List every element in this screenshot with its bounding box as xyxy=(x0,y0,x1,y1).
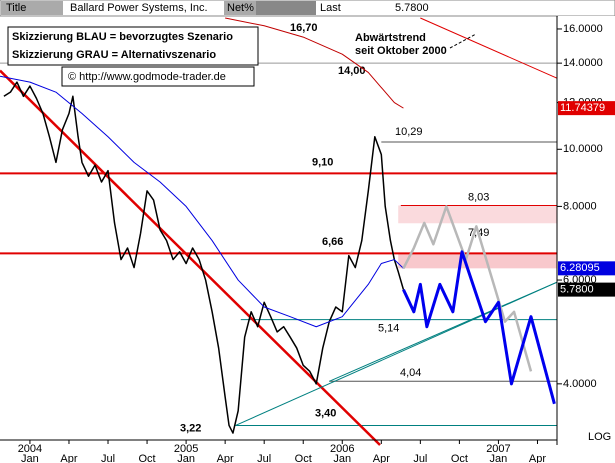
last-label: Last xyxy=(320,2,341,14)
y-tick-label: 10.0000 xyxy=(563,143,603,155)
x-tick-year: 2004 xyxy=(18,443,42,455)
price-tag-label: 11.74379 xyxy=(560,102,605,114)
level-label: 3,40 xyxy=(315,407,336,419)
x-tick-label: Oct xyxy=(295,453,312,463)
y-tick-label: 8.0000 xyxy=(563,200,597,212)
price-tag xyxy=(558,101,615,116)
y-tick-label: 16.0000 xyxy=(563,23,603,35)
x-tick-label: Jan xyxy=(333,453,351,463)
last-value: 5.7800 xyxy=(395,2,429,14)
y-tick-label: 4.0000 xyxy=(563,378,597,390)
trend-line xyxy=(235,281,558,426)
x-tick-label: Jul xyxy=(413,453,427,463)
axis-bg xyxy=(558,16,615,463)
level-label: 9,10 xyxy=(312,156,333,168)
x-tick-label: Apr xyxy=(217,453,234,463)
x-tick-label: Apr xyxy=(373,453,390,463)
cell xyxy=(1,1,63,15)
note: Skizzierung BLAU = bevorzugtes Szenario xyxy=(12,31,233,43)
price-tag xyxy=(558,261,615,276)
level-label: 3,22 xyxy=(180,422,201,434)
x-tick-label: Apr xyxy=(60,453,77,463)
x-tick-label: Apr xyxy=(529,453,546,463)
price-tag-label: 5.7800 xyxy=(560,284,594,296)
x-tick-year: 2006 xyxy=(330,443,354,455)
level-label: 14,00 xyxy=(338,65,366,77)
scenario-line xyxy=(402,205,533,372)
price-line xyxy=(225,17,404,109)
trend-line xyxy=(420,17,558,79)
trend-note: seit Oktober 2000 xyxy=(355,45,447,57)
note: © http://www.godmode-trader.de xyxy=(68,71,226,83)
zone xyxy=(398,205,557,224)
stock-name: Ballard Power Systems, Inc. xyxy=(70,2,208,14)
net-label: Net% xyxy=(227,2,254,14)
x-tick-label: Jan xyxy=(21,453,39,463)
scenario-line xyxy=(402,250,556,405)
price-line xyxy=(0,75,404,328)
price-line xyxy=(3,81,405,434)
x-tick-label: Oct xyxy=(451,453,468,463)
zone xyxy=(398,253,557,269)
y-tick-label: 14.0000 xyxy=(563,57,603,69)
level-label: 8,03 xyxy=(468,191,489,203)
trend-line xyxy=(329,281,558,382)
cell xyxy=(256,1,316,15)
level-label: 16,70 xyxy=(290,22,318,34)
note: Skizzierung GRAU = Alternativszenario xyxy=(12,49,216,61)
note-box xyxy=(7,26,259,66)
level-label: 10,29 xyxy=(395,126,423,138)
x-tick-label: Jan xyxy=(490,453,508,463)
x-tick-label: Jul xyxy=(257,453,271,463)
level-label: 5,14 xyxy=(378,323,399,335)
cell xyxy=(224,1,256,15)
level-label: 4,04 xyxy=(400,367,421,379)
x-tick-year: 2005 xyxy=(174,443,198,455)
x-tick-label: Oct xyxy=(138,453,155,463)
trend-note: Abwärtstrend xyxy=(355,32,426,44)
level-label: 6,66 xyxy=(322,236,343,248)
x-tick-label: Jul xyxy=(101,453,115,463)
price-tag xyxy=(558,282,615,297)
x-tick-label: Jan xyxy=(177,453,195,463)
price-tag-label: 6.28095 xyxy=(560,262,600,274)
note-box xyxy=(61,66,255,87)
title-label: Title xyxy=(6,2,26,14)
header: Title Ballard Power Systems, Inc. Net% L… xyxy=(0,0,615,17)
x-tick-year: 2007 xyxy=(486,443,510,455)
scale-label: LOG xyxy=(588,431,611,443)
